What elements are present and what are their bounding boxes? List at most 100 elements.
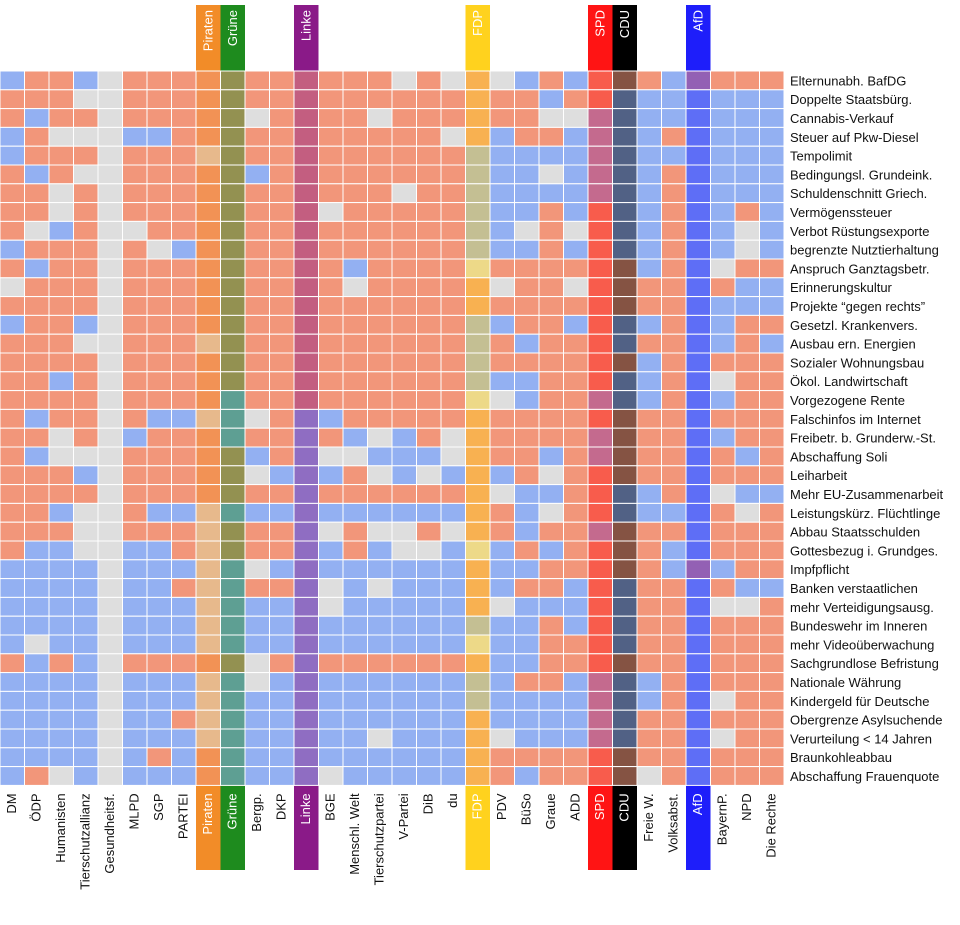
cell-r19-c26	[636, 427, 662, 448]
cell-r27-c24	[587, 578, 613, 598]
cell-r2-c20	[489, 108, 515, 128]
cell-r24-c17	[416, 521, 442, 542]
cell-r14-c23	[563, 333, 589, 354]
cell-r12-c29	[710, 296, 736, 316]
cell-r17-c20	[489, 390, 515, 410]
col-label-25: CDU	[617, 793, 632, 821]
cell-r34-c4	[97, 709, 123, 730]
cell-r5-c16	[391, 164, 417, 185]
cell-r6-c6	[146, 183, 172, 204]
cell-r20-c14	[342, 446, 368, 467]
cell-r11-c16	[391, 277, 417, 298]
cell-r35-c5	[122, 728, 148, 749]
cell-r8-c22	[538, 220, 564, 241]
cell-r4-c30	[734, 145, 760, 166]
cell-r15-c10	[244, 352, 270, 373]
cell-r20-c18	[440, 446, 466, 467]
cell-r31-c28	[685, 653, 711, 674]
cell-r4-c27	[661, 145, 687, 166]
cell-r26-c1	[24, 559, 50, 580]
cell-r11-c17	[416, 277, 442, 298]
cell-r16-c16	[391, 371, 417, 392]
cell-r27-c16	[391, 578, 417, 598]
cell-r2-c4	[97, 108, 123, 128]
cell-r30-c11	[269, 634, 295, 655]
cell-r25-c12	[293, 540, 319, 561]
cell-r30-c7	[171, 634, 197, 655]
cell-r22-c24	[587, 484, 613, 504]
cell-r10-c31	[759, 258, 785, 279]
cell-r9-c3	[73, 239, 99, 260]
cell-r25-c23	[563, 540, 589, 561]
cell-r29-c24	[587, 615, 613, 636]
cell-r10-c20	[489, 258, 515, 279]
cell-r20-c0	[0, 446, 25, 467]
cell-r30-c3	[73, 634, 99, 655]
cell-r5-c11	[269, 164, 295, 185]
cell-r29-c18	[440, 615, 466, 636]
cell-r16-c31	[759, 371, 785, 392]
cell-r30-c31	[759, 634, 785, 655]
cell-r19-c2	[48, 427, 74, 448]
cell-r35-c10	[244, 728, 270, 749]
cell-r11-c9	[220, 277, 246, 298]
cell-r32-c8	[195, 672, 221, 692]
cell-r37-c18	[440, 766, 466, 786]
cell-r30-c26	[636, 634, 662, 655]
cell-r37-c10	[244, 766, 270, 786]
cell-r15-c19	[465, 352, 491, 373]
cell-r28-c9	[220, 596, 246, 617]
col-label-28: AfD	[690, 793, 705, 815]
cell-r4-c16	[391, 145, 417, 166]
cell-r4-c29	[710, 145, 736, 166]
cell-r34-c17	[416, 709, 442, 730]
cell-r1-c2	[48, 89, 74, 110]
cell-r19-c31	[759, 427, 785, 448]
cell-r33-c24	[587, 690, 613, 711]
cell-r35-c25	[612, 728, 638, 749]
cell-r9-c6	[146, 239, 172, 260]
cell-r24-c26	[636, 521, 662, 542]
cell-r31-c21	[514, 653, 540, 674]
cell-r7-c24	[587, 202, 613, 222]
cell-r18-c6	[146, 408, 172, 429]
cell-r32-c10	[244, 672, 270, 692]
cell-r24-c9	[220, 521, 246, 542]
cell-r5-c2	[48, 164, 74, 185]
cell-r36-c4	[97, 747, 123, 768]
cell-r0-c23	[563, 70, 589, 91]
cell-r33-c1	[24, 690, 50, 711]
row-label-9: begrenzte Nutztierhaltung	[790, 243, 939, 258]
cell-r36-c29	[710, 747, 736, 768]
cell-r18-c12	[293, 408, 319, 429]
cell-r25-c2	[48, 540, 74, 561]
cell-r10-c21	[514, 258, 540, 279]
cell-r24-c13	[318, 521, 344, 542]
cell-r14-c4	[97, 333, 123, 354]
cell-r33-c5	[122, 690, 148, 711]
cell-r30-c18	[440, 634, 466, 655]
cell-r6-c2	[48, 183, 74, 204]
row-label-16: Ökol. Landwirtschaft	[790, 374, 908, 389]
cell-r16-c27	[661, 371, 687, 392]
cell-r33-c4	[97, 690, 123, 711]
cell-r27-c20	[489, 578, 515, 598]
cell-r13-c25	[612, 314, 638, 335]
cell-r18-c27	[661, 408, 687, 429]
cell-r26-c11	[269, 559, 295, 580]
cell-r33-c31	[759, 690, 785, 711]
cell-r29-c19	[465, 615, 491, 636]
cell-r31-c23	[563, 653, 589, 674]
cell-r2-c12	[293, 108, 319, 128]
cell-r1-c0	[0, 89, 25, 110]
cell-r23-c22	[538, 502, 564, 523]
cell-r6-c22	[538, 183, 564, 204]
cell-r20-c6	[146, 446, 172, 467]
cell-r9-c28	[685, 239, 711, 260]
cell-r11-c30	[734, 277, 760, 298]
cell-r20-c11	[269, 446, 295, 467]
cell-r28-c17	[416, 596, 442, 617]
cell-r14-c3	[73, 333, 99, 354]
cell-r12-c25	[612, 296, 638, 316]
cell-r0-c1	[24, 70, 50, 91]
